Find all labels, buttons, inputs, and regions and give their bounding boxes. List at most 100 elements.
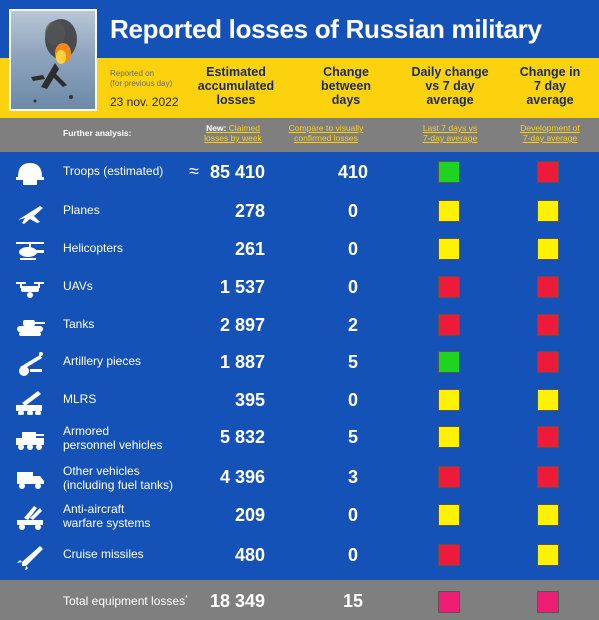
estimated-header-line-1: Estimated xyxy=(206,65,266,79)
row-label: Other vehicles (including fuel tanks) xyxy=(63,464,173,492)
change-between-days-value: 410 xyxy=(337,162,369,182)
daily-change-indicator xyxy=(438,426,460,448)
change-7day-indicator xyxy=(537,466,559,488)
reported-on-note: Reported on (for previous day) xyxy=(110,69,172,89)
row-label: Planes xyxy=(63,203,100,217)
dev-link-line-1[interactable]: Development of xyxy=(520,123,580,133)
change-between-days-value: 0 xyxy=(347,239,358,259)
change-header-line-1: Change xyxy=(323,65,369,79)
further-analysis-label: Further analysis: xyxy=(63,128,132,138)
row-label: Artillery pieces xyxy=(63,354,141,368)
row-label-line: Anti-aircraft xyxy=(63,502,125,516)
daily-header-line-1: Daily change xyxy=(411,65,489,79)
row-label-line: MLRS xyxy=(63,392,97,406)
last7-link-line-1[interactable]: Last 7 days vs xyxy=(422,123,478,133)
change-between-days-value: 3 xyxy=(347,467,358,487)
last-7-days-link[interactable]: Last 7 days vs 7-day average xyxy=(406,123,494,143)
daily-change-indicator xyxy=(438,314,460,336)
change-7day-indicator xyxy=(537,314,559,336)
drone-icon xyxy=(16,282,44,298)
accumulated-losses-value: 4 396 xyxy=(219,467,265,487)
daily-change-indicator xyxy=(438,504,460,526)
row-label: Armored personnel vehicles xyxy=(63,424,162,452)
row-label: Troops (estimated) xyxy=(63,164,163,178)
accumulated-losses-value: 278 xyxy=(234,201,265,221)
losses-by-week-link-text[interactable]: losses by week xyxy=(204,133,262,143)
apc-icon xyxy=(16,432,44,450)
row-label: MLRS xyxy=(63,392,96,406)
compare-link-line-2[interactable]: confirmed losses xyxy=(294,133,358,143)
estimated-header-line-3: losses xyxy=(216,93,256,107)
total-change7-indicator xyxy=(537,591,559,613)
change-between-days-value: 5 xyxy=(347,427,358,447)
row-label: Tanks xyxy=(63,317,94,331)
compare-link-line-1[interactable]: Compare to visually xyxy=(288,123,364,133)
change-header-line-3: days xyxy=(331,93,361,107)
daily-change-indicator xyxy=(438,466,460,488)
further-analysis-band xyxy=(0,118,599,152)
compare-confirmed-losses-link[interactable]: Compare to visually confirmed losses xyxy=(280,123,372,143)
burning-aircraft-photo xyxy=(9,9,97,111)
table-row: Other vehicles (including fuel tanks) 4 39… xyxy=(0,460,599,498)
tank-icon xyxy=(17,320,45,336)
dev-link-line-2[interactable]: 7-day average xyxy=(522,133,578,143)
daily-change-indicator xyxy=(438,389,460,411)
row-label-line: Artillery pieces xyxy=(63,354,142,368)
header-band xyxy=(100,58,599,118)
development-7day-link[interactable]: Development of 7-day average xyxy=(506,123,594,143)
plane-icon xyxy=(18,206,43,224)
change-7day-indicator xyxy=(537,544,559,566)
daily-change-header: Daily change vs 7 day average xyxy=(400,65,500,107)
daily-change-indicator xyxy=(438,161,460,183)
change7-header-line-2: 7 day xyxy=(534,79,566,93)
daily-change-indicator xyxy=(438,351,460,373)
table-row: UAVs 1 537 0 xyxy=(0,270,599,308)
approx-symbol: ≈ xyxy=(189,161,199,181)
change-7day-indicator xyxy=(537,504,559,526)
daily-header-line-3: average xyxy=(426,93,474,107)
row-label-line: personnel vehicles xyxy=(63,438,163,452)
missile-icon xyxy=(17,546,43,570)
accumulated-losses-value: 261 xyxy=(234,239,265,259)
last7-link-line-2[interactable]: 7-day average xyxy=(422,133,478,143)
for-previous-day-label: (for previous day) xyxy=(110,79,173,88)
change-between-days-value: 0 xyxy=(347,277,358,297)
total-label: Total equipment losses* xyxy=(63,594,188,608)
artillery-icon xyxy=(19,352,43,376)
change-7day-indicator xyxy=(537,200,559,222)
row-label: Cruise missiles xyxy=(63,547,144,561)
mlrs-icon xyxy=(16,391,42,415)
row-label: Anti-aircraft warfare systems xyxy=(63,502,150,530)
accumulated-losses-value: 480 xyxy=(234,545,265,565)
row-label: UAVs xyxy=(63,279,93,293)
row-label-line: Tanks xyxy=(63,317,95,331)
claimed-losses-link[interactable]: New: Claimed losses by week xyxy=(188,123,278,143)
change-7day-header: Change in 7 day average xyxy=(508,65,592,107)
table-row: MLRS 395 0 xyxy=(0,383,599,421)
change-7day-indicator xyxy=(537,389,559,411)
table-row: Artillery pieces 1 887 5 xyxy=(0,345,599,383)
change-between-days-value: 0 xyxy=(347,545,358,565)
total-label-text: Total equipment losses xyxy=(63,594,186,608)
helicopter-icon xyxy=(16,242,44,260)
change-7day-indicator xyxy=(537,161,559,183)
estimated-header-line-2: accumulated xyxy=(197,79,275,93)
total-daily-indicator xyxy=(438,591,460,613)
row-label-line: Planes xyxy=(63,203,100,217)
daily-change-indicator xyxy=(438,544,460,566)
change-between-days-value: 0 xyxy=(347,390,358,410)
change-between-days-value: 0 xyxy=(347,505,358,525)
total-band xyxy=(0,580,599,620)
row-label-line: warfare systems xyxy=(63,516,151,530)
accumulated-losses-value: 2 897 xyxy=(219,315,265,335)
change7-header-line-1: Change in xyxy=(519,65,581,79)
accumulated-losses-value: 85 410 xyxy=(209,162,265,182)
reported-on-label: Reported on xyxy=(110,69,155,78)
helmet-icon xyxy=(16,163,44,185)
anti-aircraft-icon xyxy=(17,506,43,530)
row-label-line: Armored xyxy=(63,424,110,438)
accumulated-losses-value: 1 537 xyxy=(219,277,265,297)
table-row: Armored personnel vehicles 5 832 5 xyxy=(0,420,599,458)
claimed-link-text[interactable]: Claimed xyxy=(228,123,260,133)
accumulated-losses-value: 395 xyxy=(234,390,265,410)
